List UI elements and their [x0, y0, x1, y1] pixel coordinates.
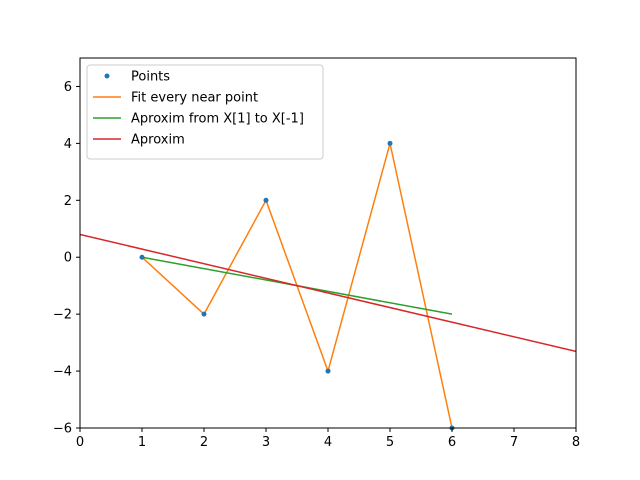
x-tick-label: 0 [76, 435, 84, 450]
y-tick-label: −6 [53, 422, 72, 437]
data-point [387, 140, 393, 146]
points-layer [139, 140, 455, 431]
series-line-3 [80, 233, 576, 353]
x-tick-label: 6 [448, 435, 456, 450]
x-tick-label: 5 [386, 435, 394, 450]
data-point [201, 311, 207, 317]
y-tick-label: 0 [64, 251, 72, 266]
y-tick-label: −2 [53, 308, 72, 323]
data-point [325, 368, 331, 374]
x-tick-label: 8 [572, 435, 580, 450]
data-point [263, 197, 269, 203]
y-tick-label: 2 [64, 194, 72, 209]
x-tick-label: 1 [138, 435, 146, 450]
legend-label: Fit every near point [131, 91, 258, 106]
legend-label: Aproxim from X[1] to X[-1] [131, 112, 304, 127]
x-tick-label: 3 [262, 435, 270, 450]
x-tick-label: 2 [200, 435, 208, 450]
legend-marker [104, 73, 110, 79]
y-tick-label: 6 [64, 80, 72, 95]
legend-label: Points [131, 70, 170, 85]
data-point [139, 254, 145, 260]
y-tick-label: 4 [64, 137, 72, 152]
legend-box [86, 64, 324, 160]
legend-label: Aproxim [131, 133, 185, 148]
x-axis: 0 1 2 3 4 5 6 7 8 [76, 428, 580, 450]
y-tick-label: −4 [53, 365, 72, 380]
x-tick-label: 7 [510, 435, 518, 450]
y-axis: −6 −4 −2 0 2 4 6 [53, 80, 80, 437]
series-layer [80, 142, 576, 428]
x-tick-label: 4 [324, 435, 332, 450]
legend: Points Fit every near point Aproxim from X… [86, 64, 324, 160]
